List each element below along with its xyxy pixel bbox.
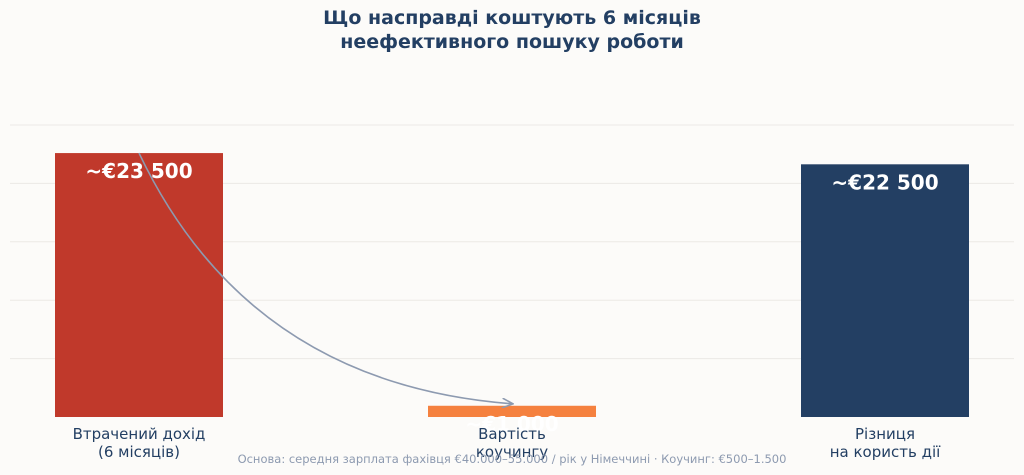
bar-3	[801, 164, 969, 417]
category-labels: Втрачений дохід (6 місяців) Вартість коучин…	[73, 425, 942, 461]
bars	[55, 153, 969, 418]
chart-title: Що насправді коштують 6 місяців неефекти…	[323, 7, 701, 53]
value-label-3: ~€22 500	[831, 170, 938, 194]
value-labels: ~€23 500 ~€1 000 ~€22 500	[85, 159, 938, 436]
value-label-1: ~€23 500	[85, 159, 192, 183]
bar-1	[55, 153, 223, 418]
footnote: Основа: середня зарплата фахівця €40.000…	[237, 452, 787, 466]
value-label-2: ~€1 000	[465, 412, 558, 436]
category-label-2: Вартість коучингу	[476, 425, 548, 461]
comparison-arrow	[138, 152, 512, 404]
bar-2	[428, 405, 596, 417]
category-label-3: Різниця на користь дії	[830, 425, 941, 461]
category-label-1: Втрачений дохід (6 місяців)	[73, 425, 206, 461]
